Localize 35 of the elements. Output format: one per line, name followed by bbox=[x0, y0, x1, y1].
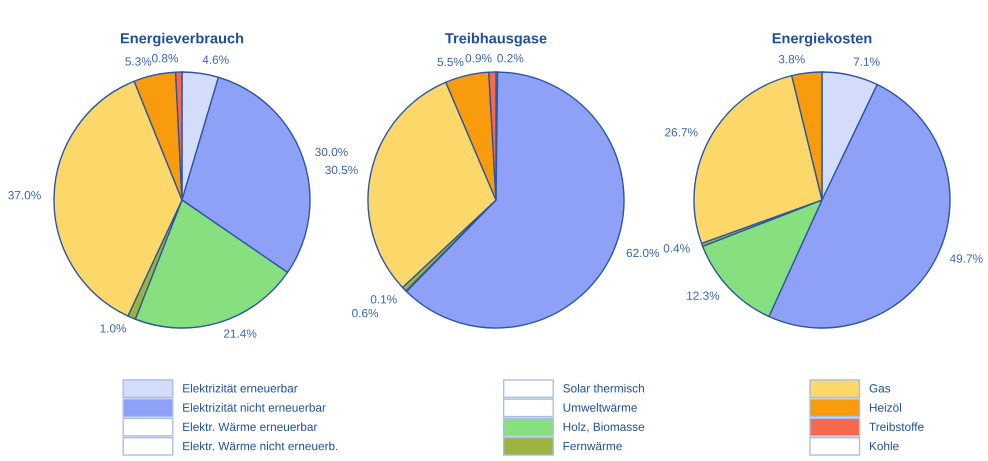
data-label: 4.6% bbox=[202, 55, 229, 64]
legend-label: Elektrizität nicht erneuerbar bbox=[183, 403, 326, 412]
legend-label: Gas bbox=[870, 384, 890, 393]
data-label: 5.5% bbox=[437, 58, 464, 66]
legend-label: Kohle bbox=[870, 442, 899, 450]
legend-label: Elektr. Wärme nicht erneuerb. bbox=[183, 442, 338, 450]
data-label: 30.0% bbox=[315, 148, 348, 156]
data-label: 49.7% bbox=[950, 254, 983, 263]
legend-label: Elektr. Wärme erneuerbar bbox=[183, 422, 318, 432]
data-label: 0.9% bbox=[466, 54, 492, 62]
data-label: 30.5% bbox=[325, 166, 358, 174]
data-label: 0.6% bbox=[352, 309, 378, 318]
data-label: 26.7% bbox=[665, 128, 698, 137]
data-label: 0.1% bbox=[370, 295, 397, 304]
legend-label: Elektrizität erneuerbar bbox=[183, 384, 298, 393]
data-label: 3.8% bbox=[778, 55, 805, 64]
data-label: 5.3% bbox=[125, 57, 152, 66]
legend-label: Fernwärme bbox=[564, 442, 622, 450]
legend-label: Heizöl bbox=[870, 403, 901, 412]
data-label: 0.8% bbox=[152, 54, 178, 62]
data-label: 0.4% bbox=[664, 244, 690, 253]
data-label: 21.4% bbox=[224, 329, 256, 338]
legend-label: Holz, Biomasse bbox=[564, 422, 644, 432]
data-label: 1.0% bbox=[100, 324, 126, 333]
data-label: 0.2% bbox=[497, 54, 524, 62]
legend-label: Treibstoffe bbox=[869, 422, 924, 432]
data-label: 62.0% bbox=[626, 248, 660, 258]
data-label: 12.3% bbox=[687, 292, 720, 300]
chart-title: Energieverbrauch bbox=[120, 32, 244, 46]
chart-title: Energiekosten bbox=[772, 32, 872, 46]
data-label: 7.1% bbox=[854, 58, 880, 66]
chart-title: Treibhausgase bbox=[445, 32, 547, 46]
data-label: 37.0% bbox=[8, 191, 41, 200]
legend-label: Solar thermisch bbox=[563, 384, 644, 393]
legend-label: Umweltwärme bbox=[564, 403, 637, 412]
